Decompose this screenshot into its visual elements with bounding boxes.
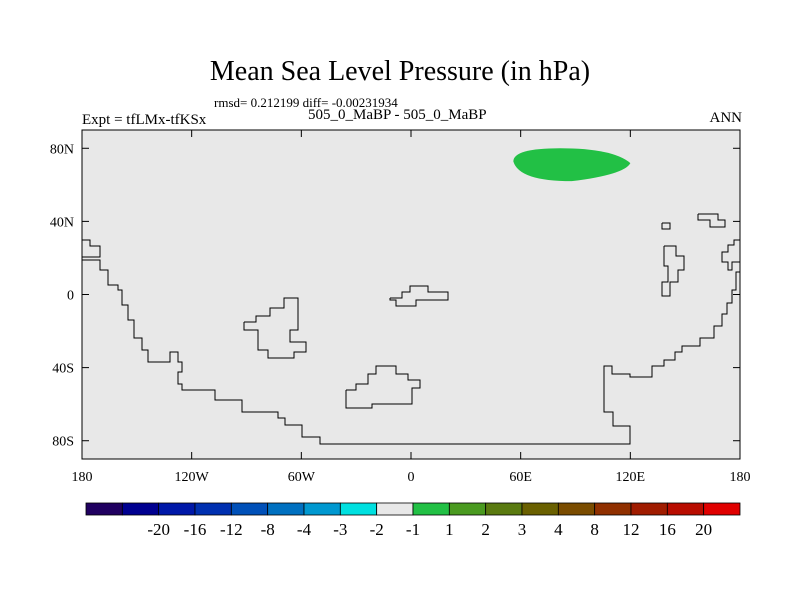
lon-tick-label: 180 xyxy=(72,470,93,485)
colorbar-label: -8 xyxy=(261,520,275,539)
cases-label: 505_0_MaBP - 505_0_MaBP xyxy=(308,107,487,123)
colorbar-box xyxy=(448,502,487,516)
coastline-east-edge xyxy=(721,239,740,271)
lon-tick-label: 60W xyxy=(288,470,316,485)
colorbar-box xyxy=(630,502,668,516)
colorbar-box xyxy=(85,502,123,516)
colorbar-box xyxy=(557,502,596,516)
colorbar-box xyxy=(267,502,305,516)
coastline-island-small xyxy=(661,222,671,230)
coastline-continent-equatorial-center xyxy=(389,285,449,307)
colorbar-box xyxy=(666,502,705,516)
colorbar-box xyxy=(521,502,559,516)
axis-tick-labels: 180 120W 60W 0 60E 120E 180 80N 40N 0 40S 80S xyxy=(50,142,751,485)
coastline-continent-south xyxy=(345,365,421,409)
colorbar-box xyxy=(194,502,232,516)
axis-ticks xyxy=(81,130,741,459)
colorbar-label: -20 xyxy=(147,520,170,539)
lon-tick-label: 180 xyxy=(730,470,751,485)
map-panel: 180 120W 60W 0 60E 120E 180 80N 40N 0 40S 80S xyxy=(50,129,751,485)
colorbar-label: 1 xyxy=(445,520,454,539)
colorbar-label: -3 xyxy=(333,520,347,539)
colorbar-label: 12 xyxy=(623,520,640,539)
lat-tick-label: 40S xyxy=(52,362,74,377)
colorbar-box xyxy=(303,502,341,516)
coastline-island-east xyxy=(661,245,685,297)
colorbar-labels: -20 -16 -12 -8 -4 -3 -2 -1 1 2 3 4 8 12 16 20 xyxy=(147,520,712,539)
colorbar-box xyxy=(594,502,632,516)
lon-tick-label: 0 xyxy=(408,470,415,485)
colorbar-box xyxy=(412,502,450,516)
colorbar-label: -12 xyxy=(220,520,243,539)
colorbar-box xyxy=(485,502,523,516)
coastline-western-americas xyxy=(82,259,740,445)
chart-title: Mean Sea Level Pressure (in hPa) xyxy=(209,56,591,87)
coastline-western-americas-upper xyxy=(82,239,101,258)
colorbar-box xyxy=(339,502,378,516)
colorbar-label: 20 xyxy=(695,520,712,539)
lat-tick-label: 0 xyxy=(67,289,74,304)
coastline-continent-equatorial-west xyxy=(243,297,307,359)
lat-tick-label: 40N xyxy=(50,215,74,230)
colorbar-box xyxy=(703,502,741,516)
colorbar-label: -1 xyxy=(406,520,420,539)
coastlines xyxy=(82,213,740,445)
experiment-label: Expt = tfLMx-tfKSx xyxy=(82,112,207,128)
stats-subtitle: rmsd= 0.212199 diff= -0.00231934 xyxy=(214,95,398,110)
colorbar-label: 3 xyxy=(518,520,527,539)
colorbar-label: -16 xyxy=(184,520,207,539)
colorbar: -20 -16 -12 -8 -4 -3 -2 -1 1 2 3 4 8 12 16 20 xyxy=(85,502,741,539)
anomaly-patch-1 xyxy=(513,148,631,182)
colorbar-box xyxy=(158,502,196,516)
colorbar-label: -4 xyxy=(297,520,312,539)
map-background xyxy=(82,130,740,459)
colorbar-label: -2 xyxy=(370,520,384,539)
coastline-island-northeast xyxy=(697,213,726,228)
colorbar-label: 16 xyxy=(659,520,676,539)
lat-tick-label: 80S xyxy=(52,435,74,450)
colorbar-box xyxy=(230,502,269,516)
lon-tick-label: 120W xyxy=(175,470,210,485)
anomaly-patches xyxy=(513,148,631,182)
colorbar-box xyxy=(121,502,160,516)
colorbar-box xyxy=(376,502,414,516)
season-label: ANN xyxy=(709,110,743,126)
colorbar-label: 8 xyxy=(590,520,599,539)
lat-tick-label: 80N xyxy=(50,142,74,157)
colorbar-label: 2 xyxy=(481,520,490,539)
colorbar-label: 4 xyxy=(554,520,563,539)
colorbar-boxes xyxy=(85,502,741,516)
lon-tick-label: 120E xyxy=(616,470,646,485)
lon-tick-label: 60E xyxy=(509,470,532,485)
